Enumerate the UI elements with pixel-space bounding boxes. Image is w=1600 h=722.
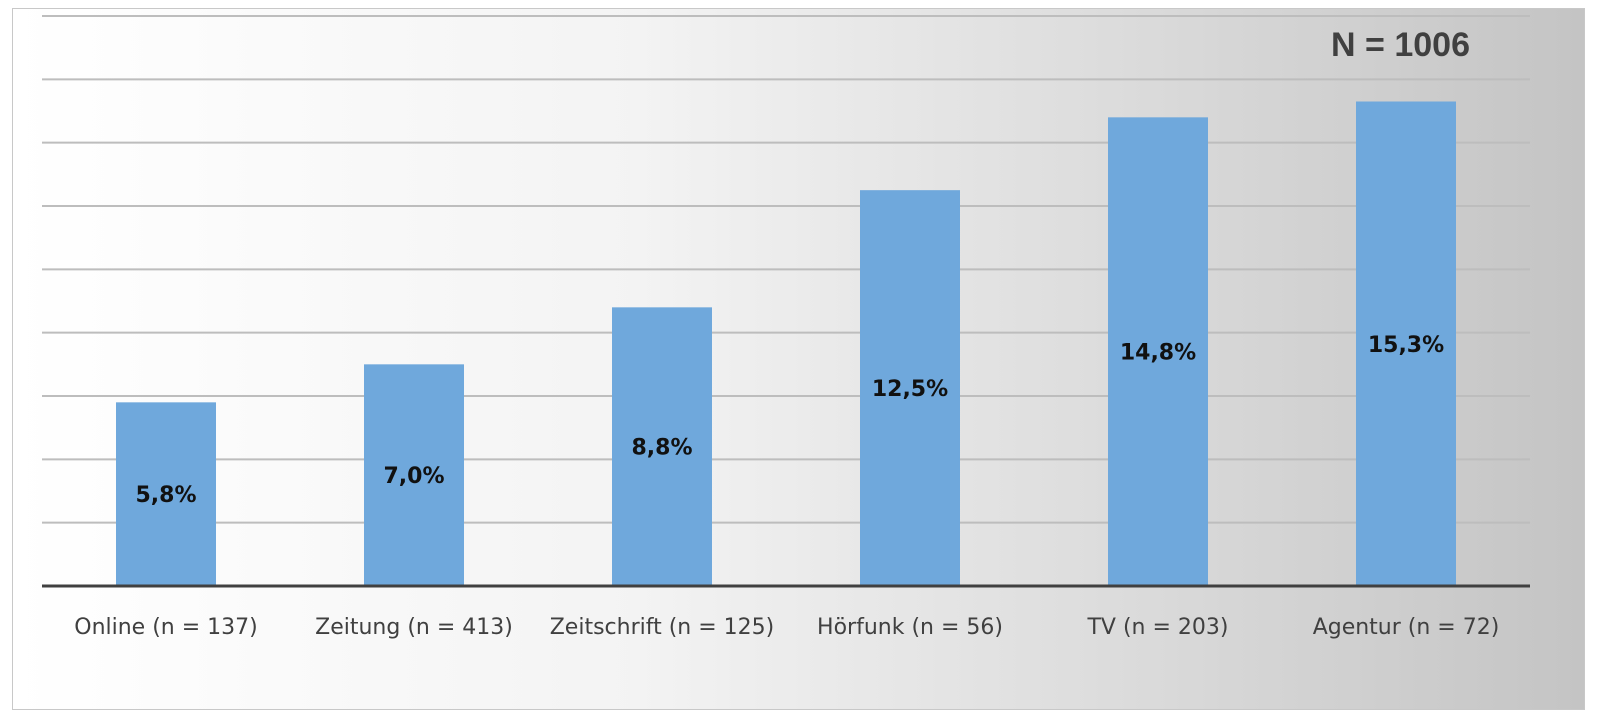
bars — [116, 101, 1456, 586]
category-label-0: Online (n = 137) — [74, 615, 257, 640]
category-labels: Online (n = 137) Zeitung (n = 413) Zeitsch… — [74, 615, 1499, 640]
category-label-1: Zeitung (n = 413) — [315, 615, 513, 640]
chart-frame — [12, 8, 1585, 710]
data-label-4: 14,8% — [1120, 341, 1196, 366]
data-label-3: 12,5% — [872, 377, 948, 402]
data-label-5: 15,3% — [1368, 333, 1444, 358]
data-label-0: 5,8% — [135, 483, 196, 508]
data-labels: 5,8% 7,0% 8,8% 12,5% 14,8% 15,3% — [135, 333, 1444, 508]
bar-0 — [116, 402, 216, 586]
data-label-1: 7,0% — [383, 464, 444, 489]
category-label-4: TV (n = 203) — [1086, 615, 1228, 640]
sample-size-annotation: N = 1006 — [1331, 26, 1470, 64]
category-label-3: Hörfunk (n = 56) — [817, 615, 1003, 640]
category-label-2: Zeitschrift (n = 125) — [550, 615, 775, 640]
bar-2 — [612, 307, 712, 586]
data-label-2: 8,8% — [631, 436, 692, 461]
bar-5 — [1356, 101, 1456, 586]
bar-1 — [364, 364, 464, 586]
gridlines — [42, 15, 1530, 524]
bar-3 — [860, 190, 960, 586]
category-label-5: Agentur (n = 72) — [1313, 615, 1500, 640]
bar-4 — [1108, 117, 1208, 586]
